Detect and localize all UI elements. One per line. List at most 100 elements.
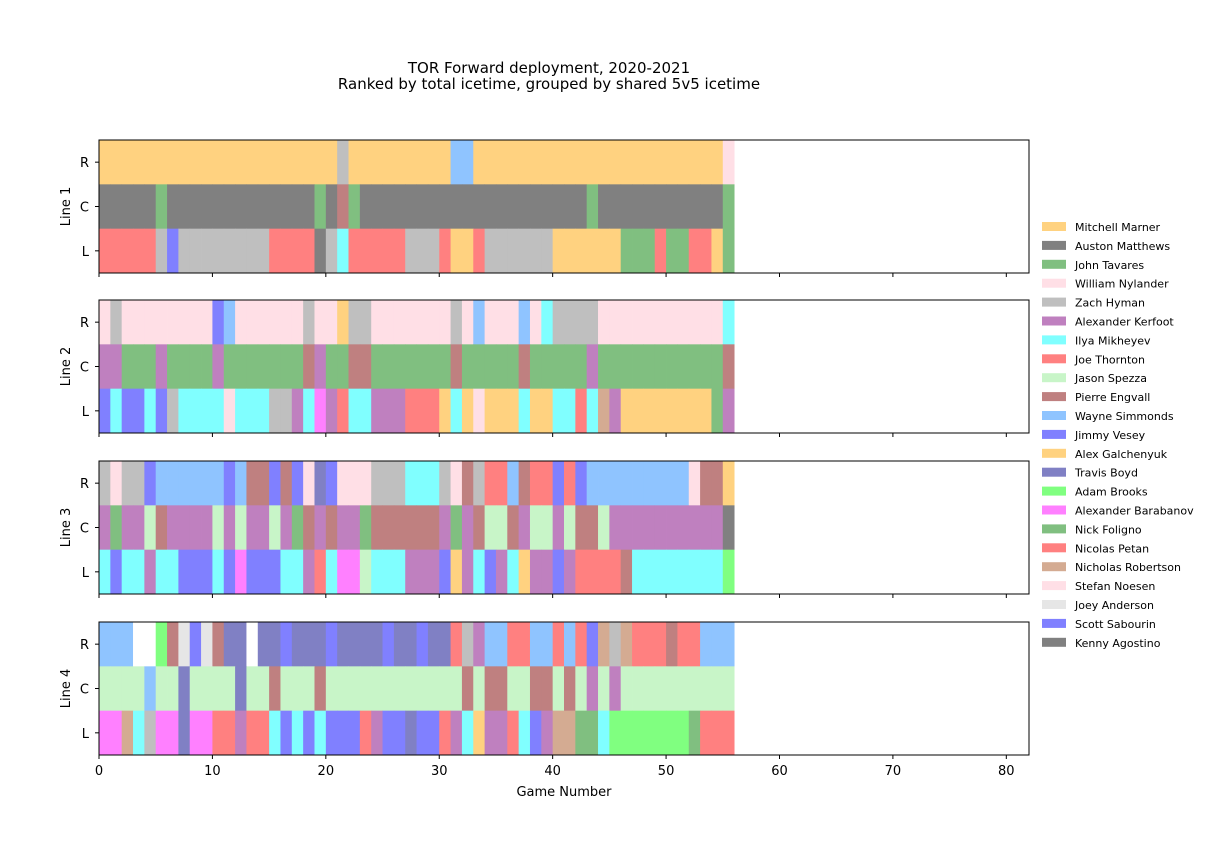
deployment-cell [654, 228, 667, 274]
deployment-cell [700, 300, 712, 345]
deployment-cell [133, 228, 145, 274]
deployment-cell [189, 388, 202, 434]
deployment-cell [439, 461, 451, 506]
deployment-cell [711, 344, 724, 390]
deployment-cell [189, 710, 202, 756]
deployment-cell [167, 344, 179, 390]
deployment-cell [325, 622, 338, 667]
deployment-cell [552, 344, 565, 390]
deployment-cell [325, 710, 338, 756]
deployment-cell [201, 622, 213, 667]
deployment-cell [201, 666, 213, 712]
deployment-cell [201, 549, 213, 595]
deployment-cell [133, 549, 145, 595]
deployment-cell [269, 666, 281, 712]
deployment-cell [223, 622, 236, 667]
deployment-cell [178, 710, 191, 756]
deployment-cell [461, 228, 474, 274]
deployment-cell [484, 140, 497, 185]
deployment-cell [144, 300, 157, 345]
deployment-cell [620, 461, 633, 506]
deployment-cell [643, 140, 656, 185]
legend-label: Stefan Noesen [1075, 580, 1155, 593]
deployment-cell [473, 710, 486, 756]
deployment-cell [325, 549, 338, 595]
deployment-cell [144, 184, 157, 230]
deployment-cell [416, 710, 429, 756]
deployment-cell [666, 140, 678, 185]
deployment-cell [155, 710, 168, 756]
deployment-cell [439, 228, 451, 274]
deployment-cell [677, 461, 690, 506]
deployment-cell [439, 344, 451, 390]
deployment-cell [359, 710, 372, 756]
legend-label: William Nylander [1075, 278, 1169, 291]
deployment-cell [575, 710, 588, 756]
deployment-cell [99, 344, 111, 390]
deployment-cell [280, 505, 293, 551]
deployment-cell [144, 228, 157, 274]
deployment-cell [666, 388, 678, 434]
position-label: L [82, 245, 90, 260]
deployment-cell [598, 666, 610, 712]
deployment-cell [529, 461, 542, 506]
deployment-cell [337, 461, 349, 506]
deployment-cell [314, 388, 327, 434]
deployment-cell [348, 710, 361, 756]
deployment-cell [382, 184, 395, 230]
panel-frame [98, 621, 1030, 756]
deployment-cell [654, 461, 667, 506]
deployment-cell [371, 344, 383, 390]
legend-label: Jimmy Vesey [1074, 429, 1146, 442]
deployment-cell [620, 666, 633, 712]
deployment-cell [201, 505, 213, 551]
legend-label: Nick Foligno [1075, 523, 1142, 536]
deployment-cell [359, 228, 372, 274]
deployment-cell [632, 549, 644, 595]
deployment-cell [280, 300, 293, 345]
deployment-cell [700, 388, 712, 434]
deployment-cell [269, 228, 281, 274]
legend-label: John Tavares [1074, 259, 1144, 272]
deployment-cell [348, 549, 361, 595]
deployment-cell [405, 228, 417, 274]
deployment-cell [564, 710, 576, 756]
deployment-cell [99, 505, 111, 551]
legend-label: Pierre Engvall [1075, 391, 1150, 404]
deployment-cell [541, 549, 554, 595]
deployment-cell [133, 344, 145, 390]
legend-label: Auston Matthews [1075, 240, 1170, 253]
legend-swatch [1042, 581, 1066, 591]
deployment-cell [155, 140, 168, 185]
deployment-cell [518, 710, 531, 756]
deployment-cell [189, 300, 202, 345]
deployment-cell [700, 228, 712, 274]
deployment-cell [291, 344, 304, 390]
x-tick-label: 50 [658, 764, 675, 779]
x-tick-label: 70 [885, 764, 902, 779]
deployment-cell [303, 666, 315, 712]
deployment-cell [371, 461, 383, 506]
legend-swatch [1042, 429, 1066, 439]
deployment-cell [382, 344, 395, 390]
deployment-cell [223, 710, 236, 756]
deployment-cell [167, 461, 179, 506]
legend-label: Scott Sabourin [1075, 618, 1156, 631]
deployment-cell [461, 549, 474, 595]
deployment-cell [167, 710, 179, 756]
deployment-cell [189, 505, 202, 551]
deployment-cell [586, 300, 599, 345]
deployment-cell [337, 622, 349, 667]
deployment-cell [450, 228, 463, 274]
legend-item: Joey Anderson [1042, 599, 1154, 612]
deployment-cell [450, 622, 463, 667]
deployment-cell [121, 184, 134, 230]
deployment-cell [439, 388, 451, 434]
deployment-cell [303, 461, 315, 506]
legend-item: Nick Foligno [1042, 523, 1142, 536]
position-label: L [82, 405, 90, 420]
deployment-cell [609, 461, 622, 506]
deployment-cell [110, 388, 123, 434]
deployment-cell [269, 710, 281, 756]
deployment-cell [178, 184, 191, 230]
